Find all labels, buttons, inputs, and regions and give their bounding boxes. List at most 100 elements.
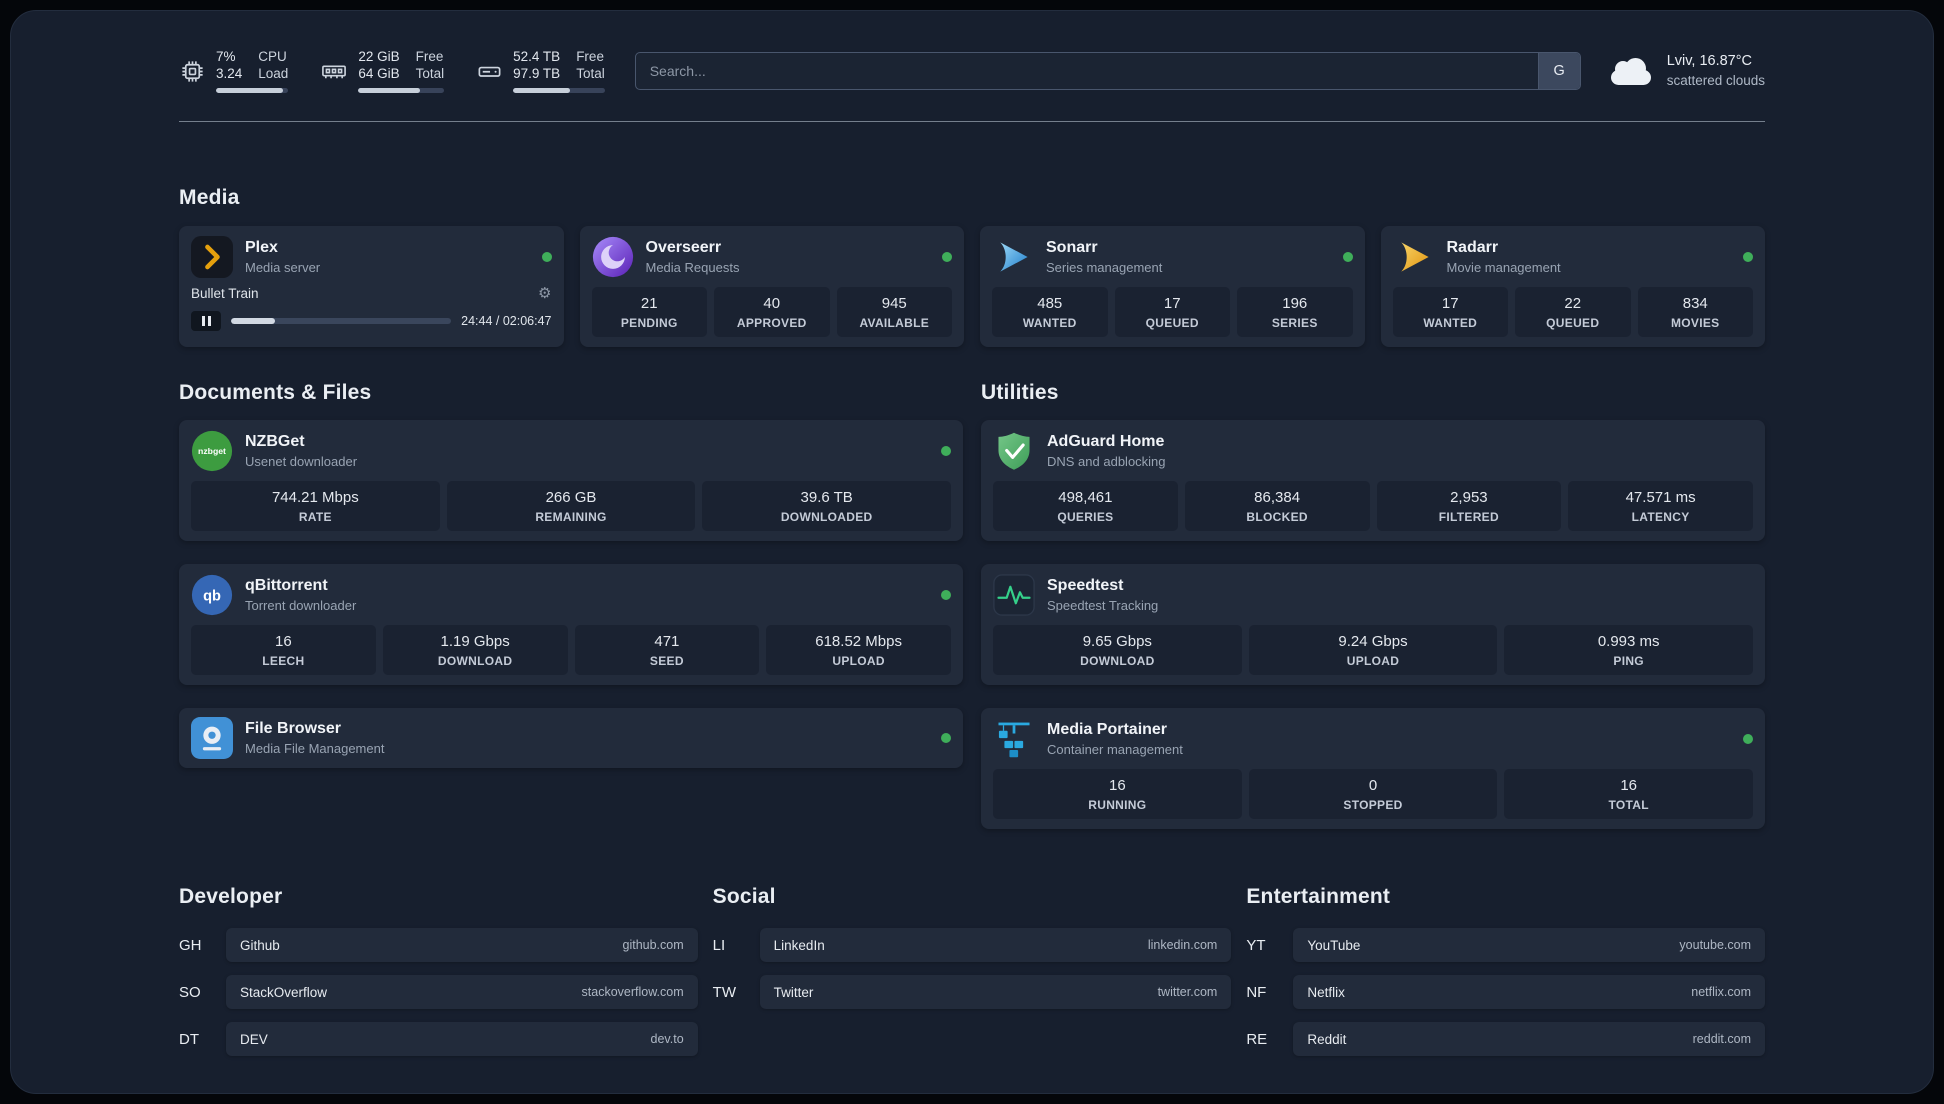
portainer-subtitle: Container management <box>1047 741 1183 757</box>
bookmark-github[interactable]: Github github.com <box>226 928 698 962</box>
stat-tile-upload: 9.24 Gbps UPLOAD <box>1248 625 1498 675</box>
dashboard-content: 7% 3.24 CPU Load <box>11 11 1933 1093</box>
cpu-stat-body: 7% 3.24 CPU Load <box>216 49 289 93</box>
stat-value: 0.993 ms <box>1597 633 1660 650</box>
stat-label: RUNNING <box>1088 798 1147 812</box>
nzbget-subtitle: Usenet downloader <box>245 453 358 469</box>
stat-tile-queued: 17 QUEUED <box>1114 287 1230 337</box>
sonarr-header[interactable]: Sonarr Series management <box>992 236 1353 278</box>
portainer-header[interactable]: Media Portainer Container management <box>993 718 1753 760</box>
status-dot <box>942 252 952 262</box>
stat-value: 16 <box>275 633 292 650</box>
section-title-developer: Developer <box>179 885 283 908</box>
bookmark-row: SO StackOverflow stackoverflow.com <box>179 975 698 1009</box>
stat-value: 2,953 <box>1450 489 1488 506</box>
storage-total-value: 97.9 TB <box>513 66 561 81</box>
ram-stat: 22 GiB 64 GiB Free Total <box>320 49 445 93</box>
storage-progress-fill <box>513 87 570 93</box>
stat-label: APPROVED <box>736 316 807 330</box>
pause-button[interactable] <box>191 311 221 331</box>
plex-name: Plex <box>245 239 278 257</box>
stat-label: PENDING <box>620 316 678 330</box>
bookmark-abbr: TW <box>712 983 736 1001</box>
stat-label: QUEUED <box>1145 316 1199 330</box>
stat-label: FILTERED <box>1438 510 1499 524</box>
sonarr-subtitle: Series management <box>1046 259 1163 275</box>
overseerr-header[interactable]: Overseerr Media Requests <box>592 236 952 278</box>
stat-value: 945 <box>881 295 907 312</box>
playback-time: 24:44 / 02:06:47 <box>461 314 552 328</box>
search-engine-button[interactable]: G <box>1537 53 1580 89</box>
bookmark-youtube[interactable]: YouTube youtube.com <box>1293 928 1765 962</box>
ram-free-value: 22 GiB <box>358 49 400 65</box>
stat-value: 9.65 Gbps <box>1082 633 1152 650</box>
plex-now-playing: Bullet Train ⚙ 24:44 / 02:06:47 <box>191 286 552 331</box>
stat-label: BLOCKED <box>1246 510 1308 524</box>
bookmark-domain: netflix.com <box>1691 985 1751 999</box>
bookmark-twitter[interactable]: Twitter twitter.com <box>759 975 1232 1009</box>
stat-label: REMAINING <box>535 510 607 524</box>
qbittorrent-header[interactable]: qb qBittorrent Torrent downloader <box>191 574 951 616</box>
bookmark-name: Github <box>240 937 280 953</box>
speedtest-header[interactable]: Speedtest Speedtest Tracking <box>993 574 1753 616</box>
stat-label: QUERIES <box>1057 510 1114 524</box>
radarr-header[interactable]: Radarr Movie management <box>1393 236 1753 278</box>
filebrowser-header[interactable]: File Browser Media File Management <box>191 717 951 759</box>
playback-progress-bar[interactable] <box>231 318 452 324</box>
bookmark-netflix[interactable]: Netflix netflix.com <box>1293 975 1765 1009</box>
bookmark-dev[interactable]: DEV dev.to <box>226 1022 698 1056</box>
stat-tile-seed: 471 SEED <box>574 625 760 675</box>
bookmark-abbr: NF <box>1246 983 1267 1001</box>
stat-label: SEED <box>649 654 684 668</box>
stat-value: 40 <box>763 295 781 312</box>
cpu-progress-bar <box>216 87 289 93</box>
storage-free-label: Free <box>576 49 604 65</box>
bookmark-name: LinkedIn <box>773 937 825 953</box>
adguard-header[interactable]: AdGuard Home DNS and adblocking <box>993 430 1753 472</box>
header-divider <box>179 121 1765 122</box>
gear-icon[interactable]: ⚙ <box>538 285 552 302</box>
bookmark-name: Reddit <box>1307 1031 1347 1047</box>
ram-icon <box>320 57 348 85</box>
plex-header[interactable]: Plex Media server <box>191 236 552 278</box>
search-input[interactable] <box>635 53 1538 89</box>
bookmark-stackoverflow[interactable]: StackOverflow stackoverflow.com <box>226 975 698 1009</box>
stat-tile-wanted: 17 WANTED <box>1392 287 1508 337</box>
nzbget-icon: nzbget <box>191 430 233 472</box>
bookmark-name: DEV <box>240 1031 268 1047</box>
stat-label: LATENCY <box>1631 510 1690 524</box>
ram-total-value: 64 GiB <box>358 66 400 81</box>
svg-text:qb: qb <box>203 588 221 604</box>
stat-label: AVAILABLE <box>859 316 930 330</box>
stat-tile-leech: 16 LEECH <box>191 625 376 675</box>
bookmark-name: Netflix <box>1307 984 1345 1000</box>
ram-progress-fill <box>358 87 421 93</box>
storage-stat: 52.4 TB 97.9 TB Free Total <box>476 49 605 93</box>
storage-progress-bar <box>513 87 605 93</box>
nzbget-header[interactable]: nzbget NZBGet Usenet downloader <box>191 430 951 472</box>
weather-widget: Lviv, 16.87°C scattered clouds <box>1610 52 1765 90</box>
stat-tile-wanted: 485 WANTED <box>992 287 1108 337</box>
stat-label: UPLOAD <box>832 654 885 668</box>
radarr-card: Radarr Movie management 17 WANTED 22 QUE… <box>1380 226 1765 347</box>
stat-value: 471 <box>654 633 680 650</box>
stat-label: PING <box>1613 654 1644 668</box>
bookmark-domain: stackoverflow.com <box>581 985 684 999</box>
stat-value: 17 <box>1163 295 1181 312</box>
bookmark-linkedin[interactable]: LinkedIn linkedin.com <box>759 928 1232 962</box>
nzbget-name: NZBGet <box>245 433 305 451</box>
bookmark-row: LI LinkedIn linkedin.com <box>713 928 1232 962</box>
bookmark-abbr: GH <box>179 936 202 954</box>
storage-free-value: 52.4 TB <box>513 49 561 65</box>
adguard-subtitle: DNS and adblocking <box>1047 453 1166 469</box>
cpu-progress-fill <box>216 87 284 93</box>
speedtest-pulse-icon <box>993 574 1035 616</box>
bookmark-reddit[interactable]: Reddit reddit.com <box>1293 1022 1765 1056</box>
overseerr-card: Overseerr Media Requests 21 PENDING 40 A… <box>579 226 964 347</box>
weather-condition: scattered clouds <box>1666 72 1765 88</box>
stat-tile-total: 16 TOTAL <box>1504 769 1754 819</box>
radarr-name: Radarr <box>1446 239 1499 257</box>
stat-value: 618.52 Mbps <box>815 633 902 650</box>
bookmark-row: NF Netflix netflix.com <box>1246 975 1765 1009</box>
section-title-utilities: Utilities <box>981 381 1059 404</box>
